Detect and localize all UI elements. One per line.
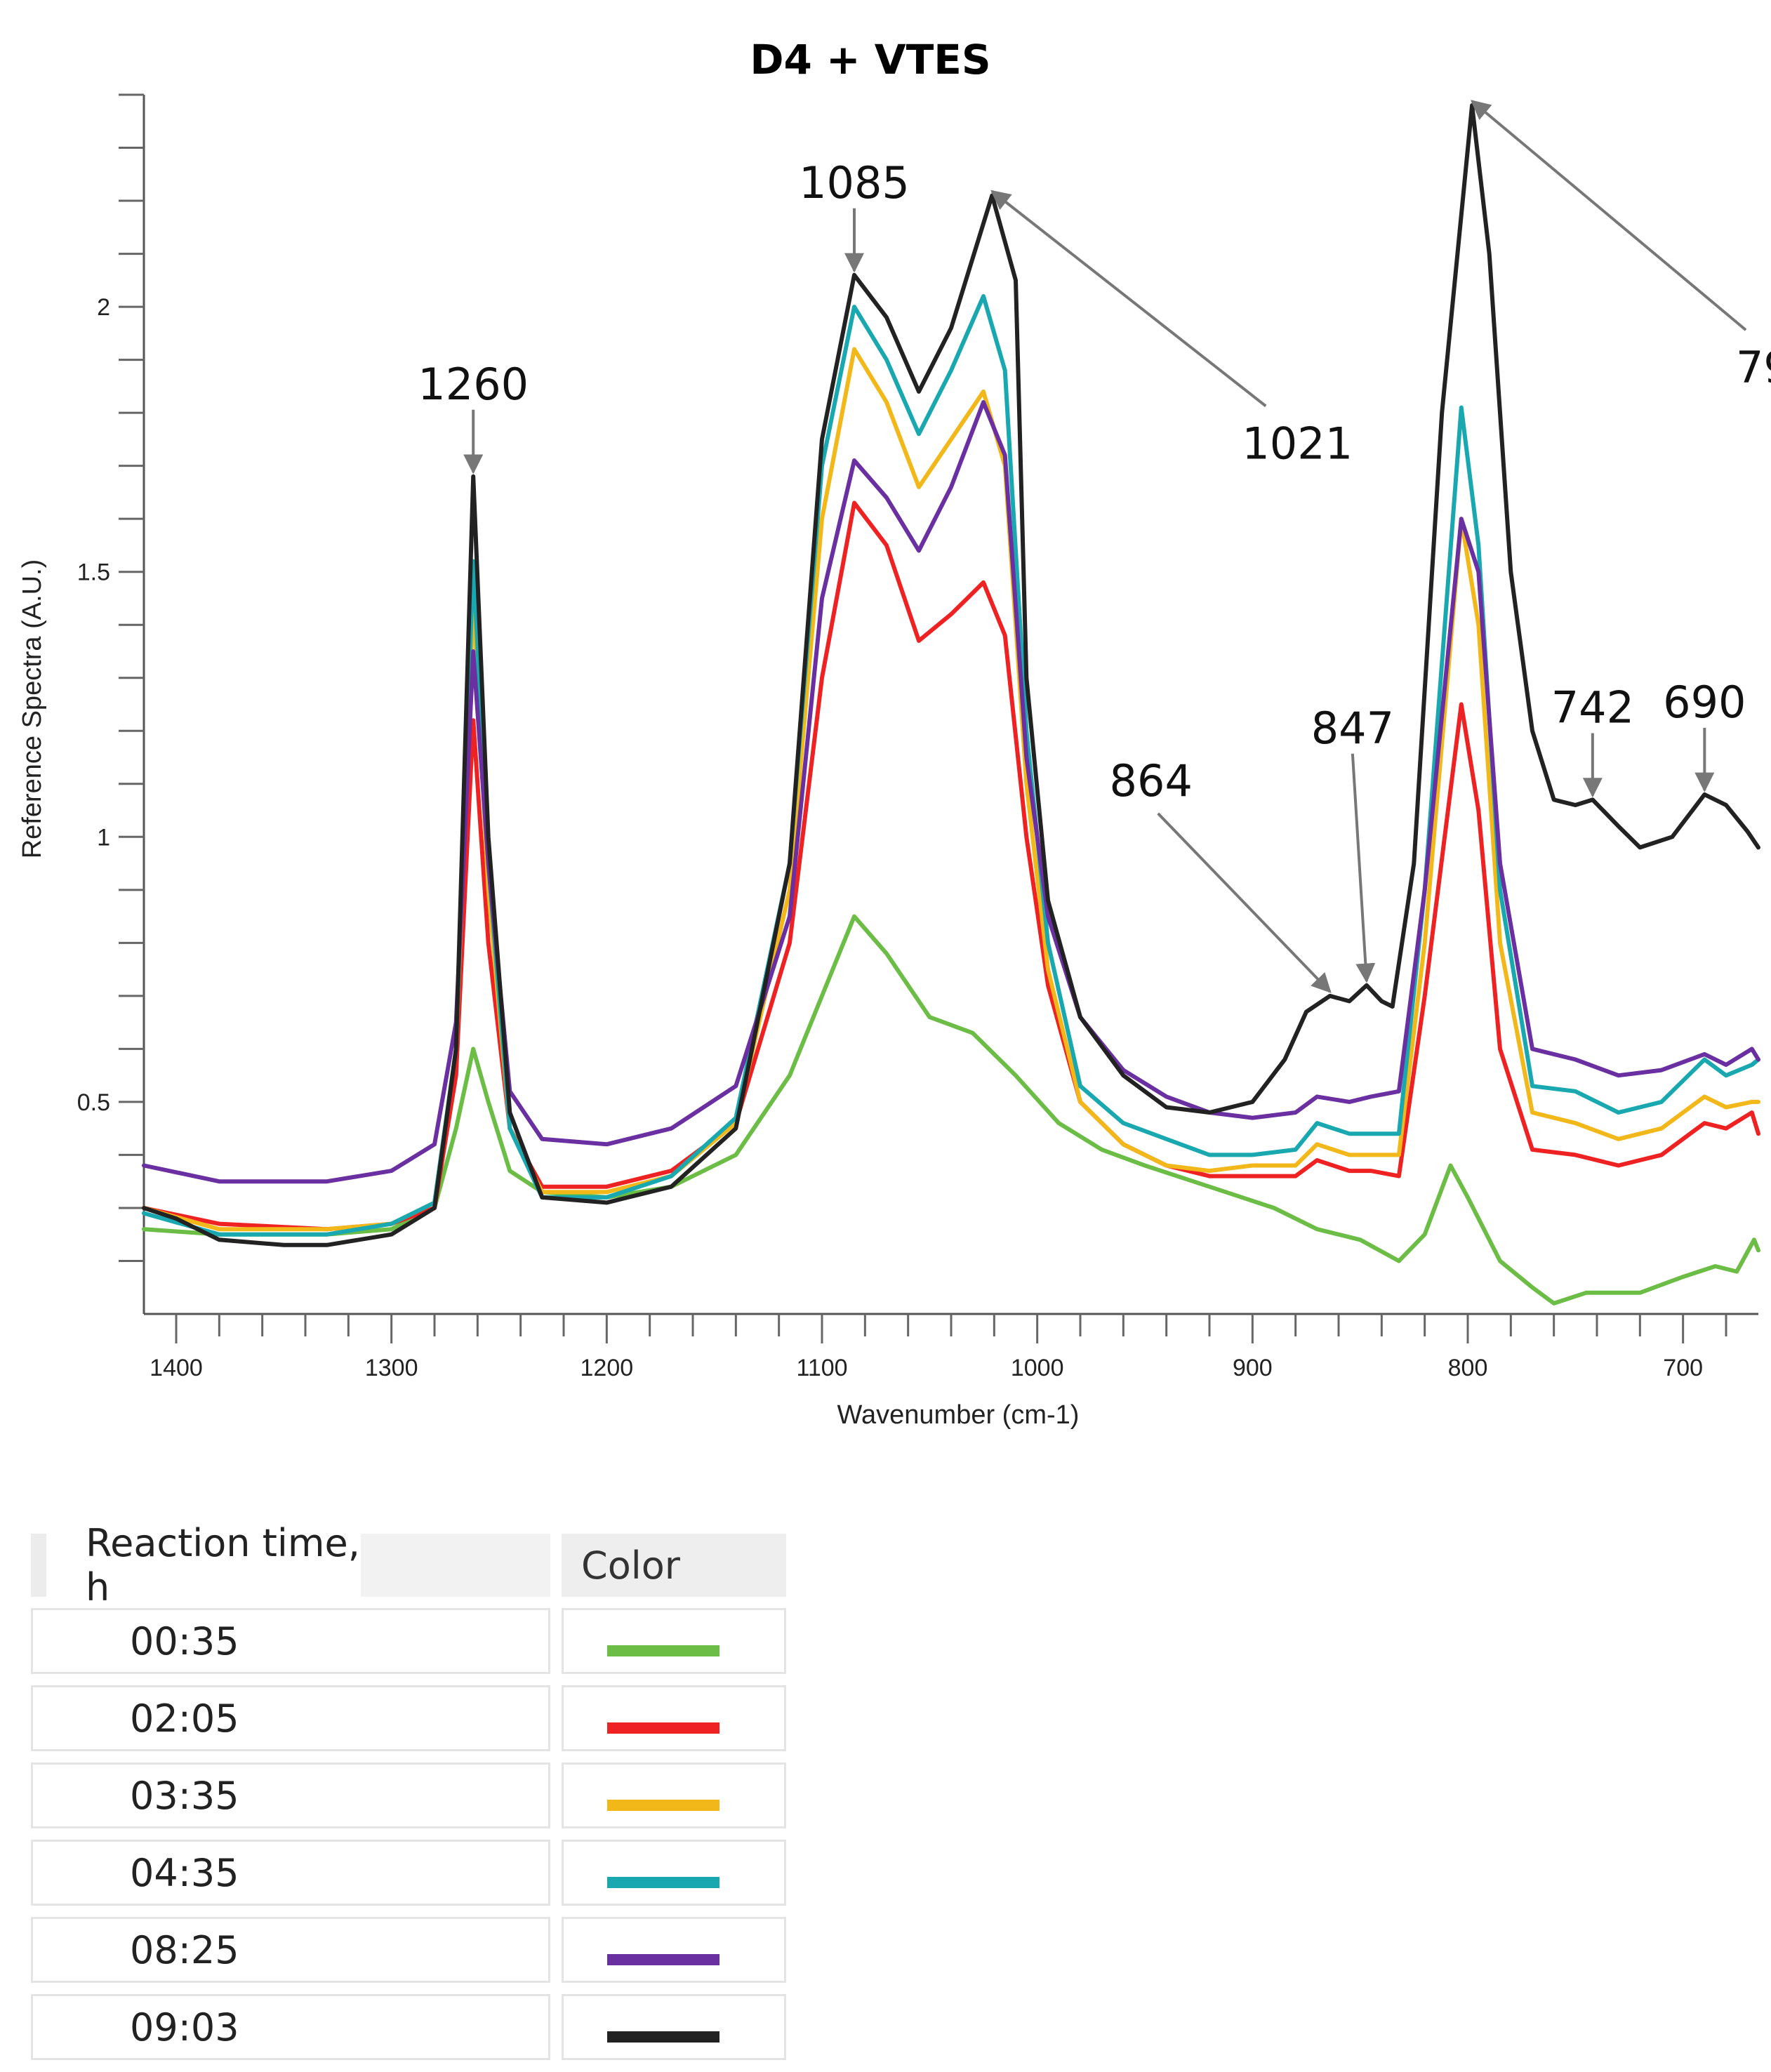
- peak-label-1021: 1021: [1242, 418, 1353, 469]
- y-tick-label: 0.5: [77, 1089, 110, 1116]
- legend-color-swatch: [607, 1877, 719, 1888]
- legend-color-swatch: [607, 1645, 719, 1656]
- x-tick-label: 1300: [365, 1355, 418, 1381]
- peak-arrow-847: [1351, 753, 1376, 983]
- legend-color-cell: [562, 1685, 786, 1751]
- legend-header-color: Color: [562, 1534, 786, 1597]
- peak-label-690: 690: [1663, 677, 1746, 728]
- legend-time-value: 02:05: [31, 1685, 550, 1751]
- legend-time-value: 03:35: [31, 1762, 550, 1828]
- legend-row: 04:35: [31, 1840, 789, 1906]
- x-tick-label: 900: [1233, 1355, 1273, 1381]
- legend-color-swatch: [607, 2031, 719, 2043]
- legend-time-value: 08:25: [31, 1917, 550, 1983]
- chart-title: D4 + VTES: [750, 36, 990, 84]
- y-tick-label: 2: [97, 294, 110, 321]
- legend-row: 03:35: [31, 1762, 789, 1828]
- peak-arrow-1021: [990, 190, 1267, 408]
- x-axis-label: Wavenumber (cm-1): [837, 1400, 1080, 1430]
- legend-color-swatch: [607, 1954, 719, 1965]
- y-tick-label: 1.5: [77, 559, 110, 586]
- peak-label-742: 742: [1551, 682, 1634, 733]
- legend-time-value: 00:35: [31, 1608, 550, 1674]
- spectra-chart: D4 + VTES 0.5 1 1.5 2 1400 1300 1200 1100 1000 90…: [18, 36, 1771, 1430]
- legend-time-value: 04:35: [31, 1840, 550, 1906]
- peak-arrow-864: [1157, 812, 1332, 993]
- series-line-0825: [142, 400, 1760, 1184]
- x-tick-label: 1000: [1011, 1355, 1064, 1381]
- legend-row: 02:05: [31, 1685, 789, 1751]
- legend-header-time: Reaction time, h: [31, 1521, 361, 1609]
- legend-row: 00:35: [31, 1608, 789, 1674]
- peak-label-1085: 1085: [799, 157, 910, 208]
- peak-label-847: 847: [1311, 703, 1394, 754]
- peak-label-1260: 1260: [418, 359, 529, 410]
- peak-label-798: 798: [1736, 342, 1771, 393]
- legend-color-cell: [562, 1608, 786, 1674]
- y-tick-label: 1: [97, 824, 110, 851]
- legend-color-cell: [562, 1762, 786, 1828]
- legend-color-cell: [562, 1917, 786, 1983]
- y-axis-label: Reference Spectra (A.U.): [18, 559, 47, 859]
- series-line-0035: [142, 914, 1760, 1306]
- peak-label-864: 864: [1110, 755, 1193, 806]
- legend-time-value: 09:03: [31, 1994, 550, 2060]
- x-tick-label: 1100: [796, 1355, 847, 1381]
- x-tick-label: 1400: [150, 1355, 203, 1381]
- legend-color-cell: [562, 1840, 786, 1906]
- x-tick-label: 800: [1448, 1355, 1488, 1381]
- legend-row: 09:03: [31, 1994, 789, 2060]
- legend-header: Reaction time, h Color: [31, 1521, 789, 1609]
- legend-header-time-cell: Reaction time, h: [31, 1521, 550, 1609]
- series-line-0205: [142, 500, 1760, 1232]
- x-tick-label: 700: [1663, 1355, 1703, 1381]
- peak-arrow-798: [1470, 100, 1747, 331]
- legend-row: 08:25: [31, 1917, 789, 1983]
- legend-table: Reaction time, h Color 00:35 02:05 03:35 04…: [31, 1521, 789, 2060]
- series-line-0903: [142, 103, 1760, 1247]
- legend-color-cell: [562, 1994, 786, 2060]
- legend-color-swatch: [607, 1722, 719, 1734]
- x-tick-label: 1200: [581, 1355, 634, 1381]
- legend-color-swatch: [607, 1800, 719, 1811]
